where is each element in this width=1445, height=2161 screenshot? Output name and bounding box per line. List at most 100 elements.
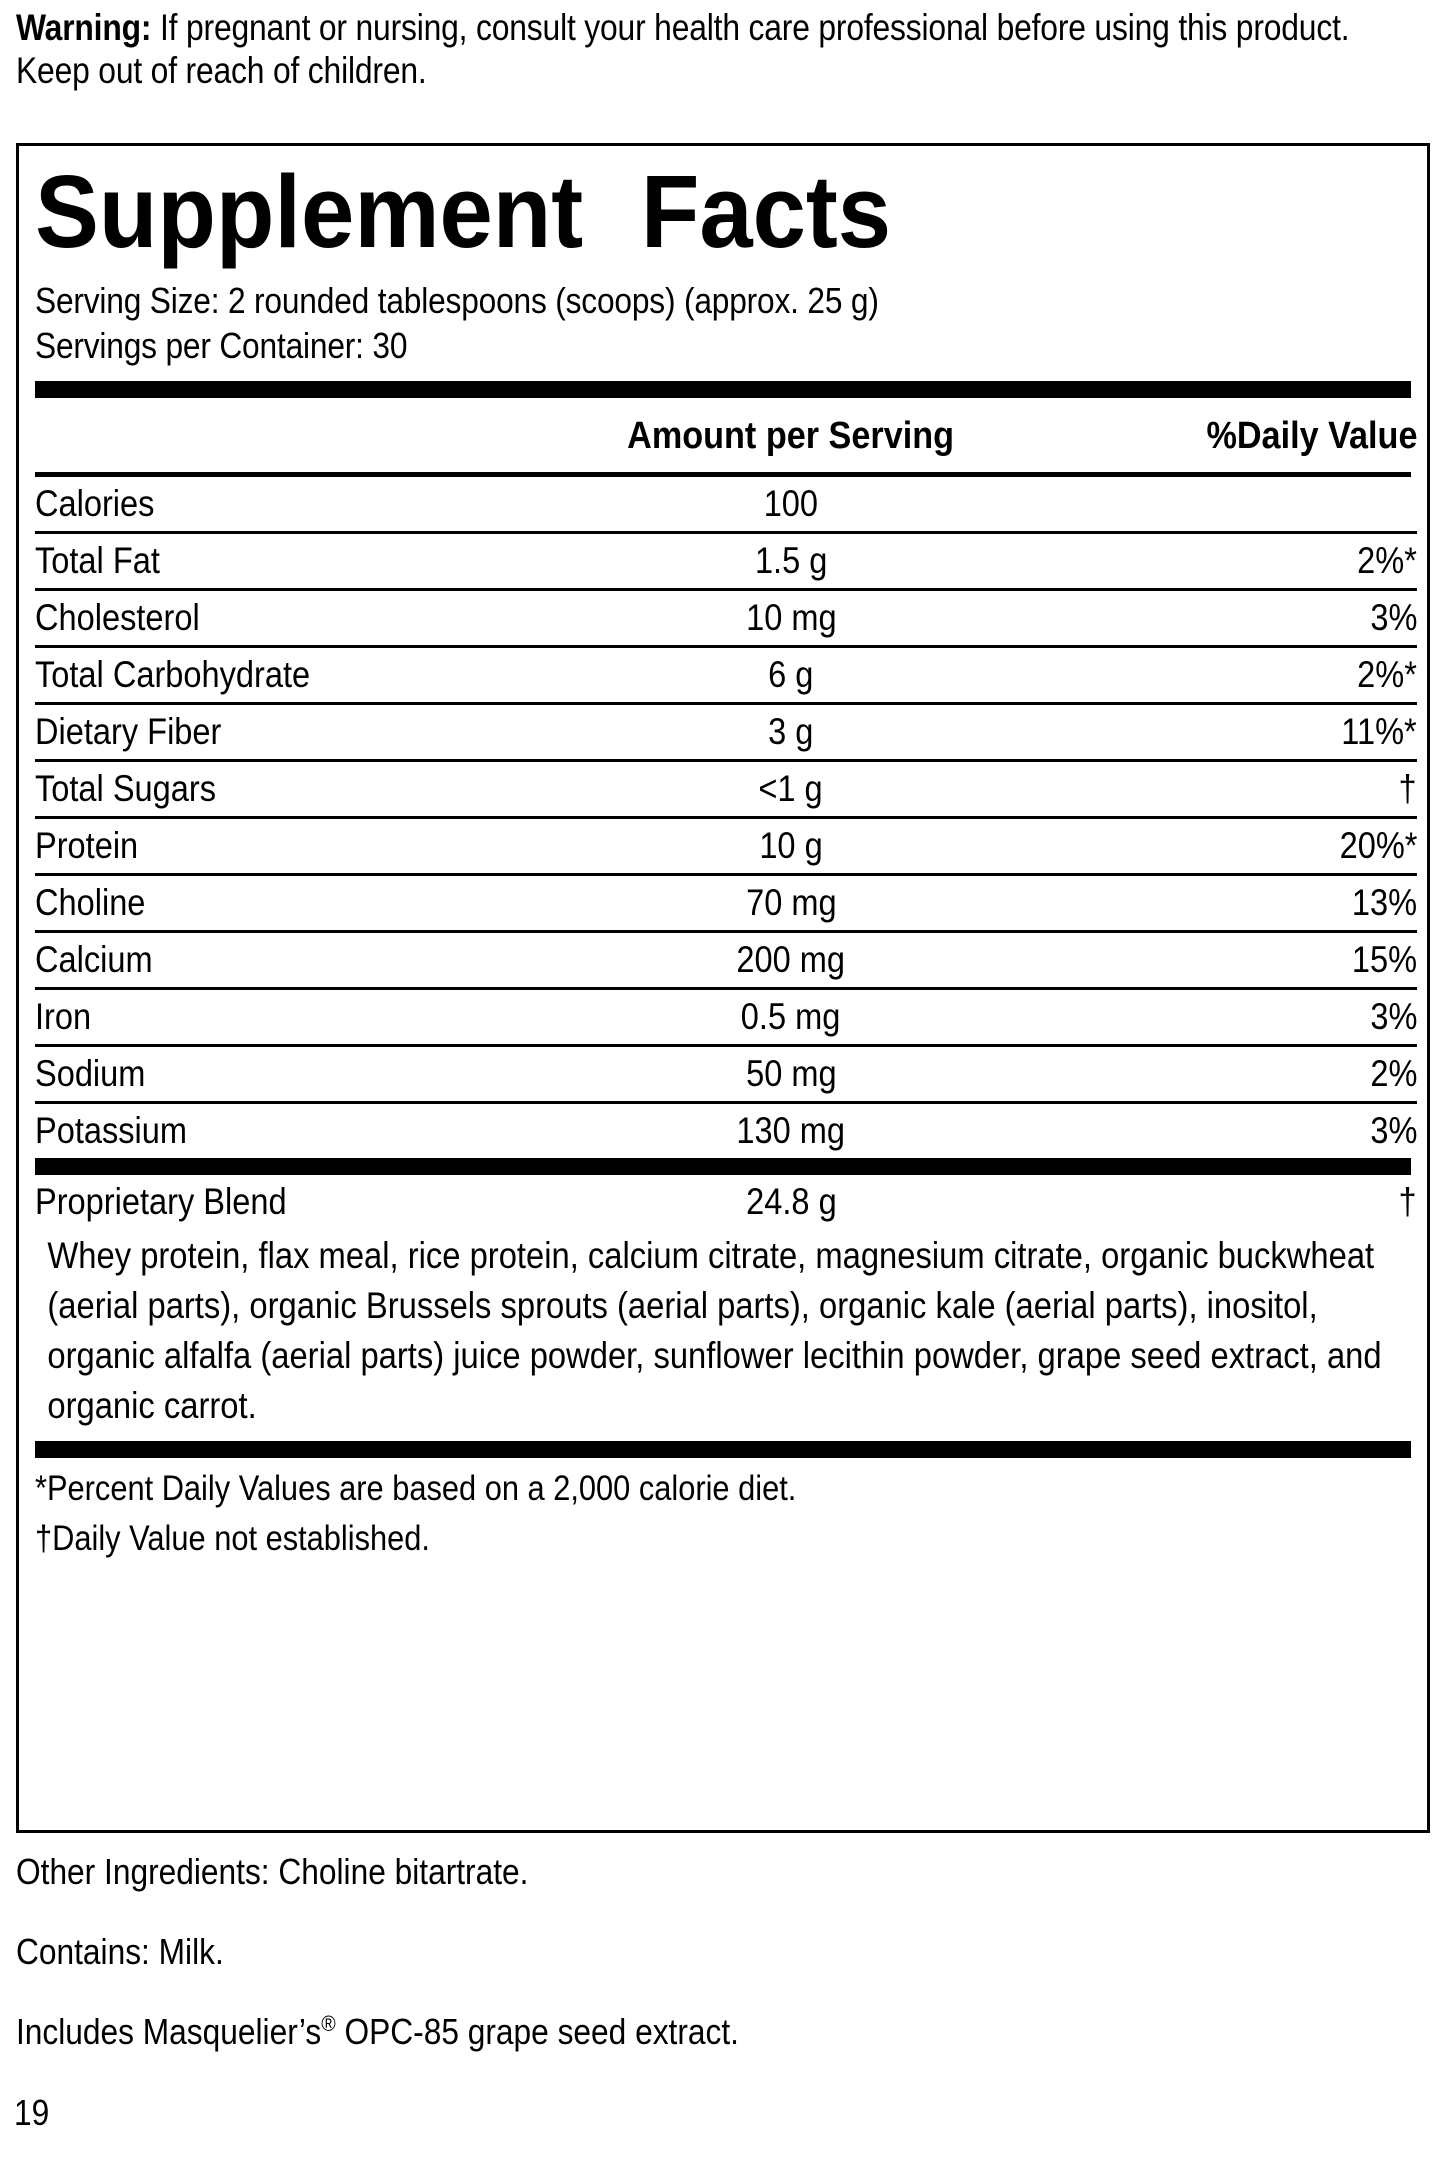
nutrient-amount: 70 mg xyxy=(745,882,837,923)
rule-thick-footnotes xyxy=(35,1441,1411,1458)
nutrient-name: Total Fat xyxy=(35,540,160,581)
nutrient-daily-value-cell: † xyxy=(1041,762,1417,816)
nutrient-name-cell: Calcium xyxy=(35,933,541,987)
nutrient-daily-value: 3% xyxy=(1369,996,1417,1037)
nutrient-daily-value: 2%* xyxy=(1357,654,1417,695)
row-separator xyxy=(35,1101,1417,1104)
nutrient-row: Potassium 130 mg 3% xyxy=(35,1104,1417,1158)
blend-ingredients: Whey protein, flax meal, rice protein, c… xyxy=(47,1235,1382,1426)
nutrient-name-cell: Total Carbohydrate xyxy=(35,648,541,702)
nutrient-name: Total Sugars xyxy=(35,768,216,809)
nutrient-name: Choline xyxy=(35,882,146,923)
nutrient-name: Total Carbohydrate xyxy=(35,654,311,695)
nutrient-amount-cell: 1.5 g xyxy=(541,534,1041,588)
nutrient-name-cell: Iron xyxy=(35,990,541,1044)
nutrient-amount: 10 mg xyxy=(745,597,837,638)
nutrient-daily-value: 3% xyxy=(1369,1110,1417,1151)
supplement-facts-box: Supplement Facts Serving Size: 2 rounded … xyxy=(16,143,1430,1833)
nutrient-rows-table: Calories 100 Total Fat 1.5 g 2%* Cholesterol 1… xyxy=(35,477,1417,1158)
blend-name-cell: Proprietary Blend xyxy=(35,1181,287,1222)
nutrient-daily-value: 15% xyxy=(1351,939,1417,980)
nutrient-row: Total Carbohydrate 6 g 2%* xyxy=(35,648,1417,702)
nutrient-amount-cell: 50 mg xyxy=(541,1047,1041,1101)
includes-prefix: Includes Masquelier’s xyxy=(16,2011,322,2052)
nutrient-amount-cell: 10 g xyxy=(541,819,1041,873)
row-separator xyxy=(35,645,1417,648)
registered-trademark-icon: ® xyxy=(321,2011,336,2036)
includes-suffix: OPC-85 grape seed extract. xyxy=(335,2011,739,2052)
nutrient-daily-value-cell: 2%* xyxy=(1041,648,1417,702)
row-separator-rule xyxy=(35,645,1417,648)
row-separator-rule xyxy=(35,873,1417,876)
title-word-facts: Facts xyxy=(640,154,892,269)
footnote-daily-value-not-established: †Daily Value not established. xyxy=(35,1519,430,1558)
nutrient-name: Cholesterol xyxy=(35,597,200,638)
nutrient-row: Total Sugars <1 g † xyxy=(35,762,1417,816)
row-separator xyxy=(35,1044,1417,1047)
row-separator-rule xyxy=(35,531,1417,534)
page-number: 19 xyxy=(14,2092,50,2133)
nutrient-name-cell: Dietary Fiber xyxy=(35,705,541,759)
row-separator xyxy=(35,531,1417,534)
nutrient-name-cell: Potassium xyxy=(35,1104,541,1158)
nutrient-amount: 50 mg xyxy=(745,1053,837,1094)
footnotes: *Percent Daily Values are based on a 2,0… xyxy=(35,1458,1411,1568)
serving-info: Serving Size: 2 rounded tablespoons (sco… xyxy=(35,278,1411,368)
rule-thick-blend xyxy=(35,1158,1411,1175)
nutrient-name: Calories xyxy=(35,483,155,524)
row-separator-rule xyxy=(35,759,1417,762)
nutrient-daily-value: 20%* xyxy=(1339,825,1417,866)
includes-line: Includes Masquelier’s® OPC-85 grape seed… xyxy=(16,2010,1442,2054)
contains-line: Contains: Milk. xyxy=(16,1931,224,1972)
nutrient-amount: 100 xyxy=(763,483,819,524)
row-separator xyxy=(35,987,1417,990)
proprietary-blend-table: Proprietary Blend 24.8 g † xyxy=(35,1175,1417,1229)
nutrient-amount: 10 g xyxy=(759,825,823,866)
servings-per-container: Servings per Container: 30 xyxy=(35,325,408,366)
nutrient-name-cell: Cholesterol xyxy=(35,591,541,645)
rule-under-header xyxy=(35,472,1411,477)
nutrient-amount: 200 mg xyxy=(736,939,846,980)
row-separator xyxy=(35,816,1417,819)
row-separator xyxy=(35,930,1417,933)
table-header-row: Amount per Serving %Daily Value xyxy=(35,398,1417,472)
nutrient-row: Sodium 50 mg 2% xyxy=(35,1047,1417,1101)
nutrient-name-cell: Total Fat xyxy=(35,534,541,588)
nutrient-amount: <1 g xyxy=(758,768,824,809)
serving-size: Serving Size: 2 rounded tablespoons (sco… xyxy=(35,280,879,321)
nutrient-row: Total Fat 1.5 g 2%* xyxy=(35,534,1417,588)
nutrient-daily-value-cell: 2% xyxy=(1041,1047,1417,1101)
nutrient-amount-cell: 10 mg xyxy=(541,591,1041,645)
nutrient-amount-cell: 130 mg xyxy=(541,1104,1041,1158)
nutrient-row: Iron 0.5 mg 3% xyxy=(35,990,1417,1044)
nutrient-amount: 6 g xyxy=(768,654,814,695)
nutrient-daily-value: 2%* xyxy=(1357,540,1417,581)
blend-amount-cell: 24.8 g xyxy=(745,1181,837,1222)
rule-thick-top xyxy=(35,381,1411,398)
nutrient-amount-cell: <1 g xyxy=(541,762,1041,816)
blend-dv-cell: † xyxy=(1398,1181,1417,1222)
nutrient-name-cell: Sodium xyxy=(35,1047,541,1101)
header-cell-daily-value: %Daily Value xyxy=(1205,415,1417,457)
nutrient-amount-cell: 6 g xyxy=(541,648,1041,702)
row-separator-rule xyxy=(35,930,1417,933)
nutrient-row: Calories 100 xyxy=(35,477,1417,531)
nutrient-daily-value: 13% xyxy=(1351,882,1417,923)
nutrient-daily-value: 3% xyxy=(1369,597,1417,638)
row-separator xyxy=(35,702,1417,705)
nutrient-daily-value: 11%* xyxy=(1341,711,1417,752)
footnote-percent-daily-values: *Percent Daily Values are based on a 2,0… xyxy=(35,1469,797,1508)
nutrient-name: Potassium xyxy=(35,1110,188,1151)
nutrient-name-cell: Total Sugars xyxy=(35,762,541,816)
warning-text: If pregnant or nursing, consult your hea… xyxy=(16,7,1350,91)
nutrient-amount-cell: 3 g xyxy=(541,705,1041,759)
nutrient-row: Protein 10 g 20%* xyxy=(35,819,1417,873)
nutrient-name: Protein xyxy=(35,825,139,866)
title-word-supplement: Supplement xyxy=(35,154,584,269)
row-separator xyxy=(35,588,1417,591)
nutrition-table: Amount per Serving %Daily Value xyxy=(35,398,1417,472)
nutrient-daily-value-cell: 3% xyxy=(1041,591,1417,645)
nutrient-amount: 130 mg xyxy=(736,1110,846,1151)
nutrient-amount-cell: 0.5 mg xyxy=(541,990,1041,1044)
warning-label: Warning: xyxy=(16,7,152,48)
